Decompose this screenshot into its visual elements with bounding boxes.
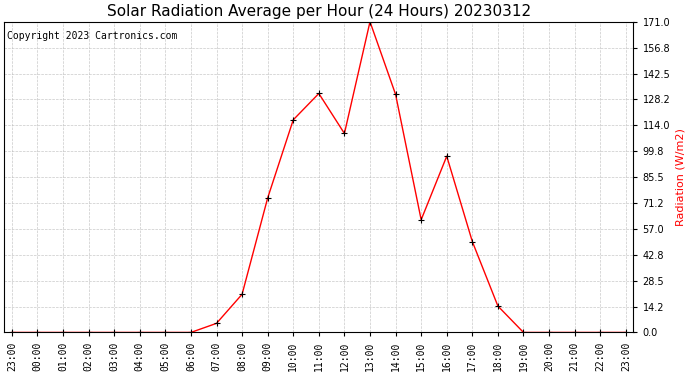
Title: Solar Radiation Average per Hour (24 Hours) 20230312: Solar Radiation Average per Hour (24 Hou…: [107, 4, 531, 19]
Text: Copyright 2023 Cartronics.com: Copyright 2023 Cartronics.com: [8, 31, 178, 41]
Y-axis label: Radiation (W/m2): Radiation (W/m2): [676, 128, 686, 226]
